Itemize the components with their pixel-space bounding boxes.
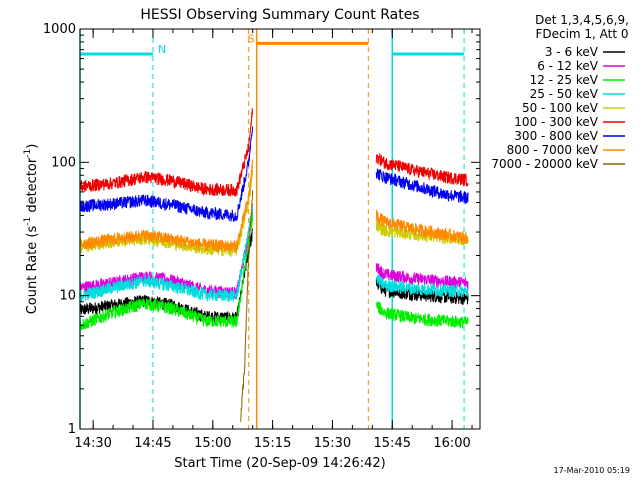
x-tick-label: 16:00 [433,436,470,451]
series-trace [79,205,253,303]
plot-frame [79,28,481,430]
x-axis: 14:30 14:45 15:00 15:15 15:30 15:45 16:00 [74,29,473,451]
series-trace [375,168,469,204]
series-trace [375,274,469,298]
y-axis: 1 10 100 1000 [43,22,480,437]
legend-entry-label: 7000 - 20000 keV [491,157,598,171]
series-trace [79,168,253,258]
series-trace [79,126,253,222]
series-trace [79,212,253,331]
y-axis-label-superscript: -1 [23,149,33,158]
legend-header-line: FDecim 1, Att 0 [535,27,628,41]
legend-header-line: Det 1,3,4,5,6,9, [535,13,629,27]
legend-entry-label: 300 - 800 keV [514,129,598,143]
series-trace [375,209,469,245]
series-trace [79,108,253,197]
y-axis-label-part: ) [25,144,40,149]
legend-entry-label: 3 - 6 keV [545,45,599,59]
x-tick-label: 15:45 [374,436,411,451]
legend-entry-label: 50 - 100 keV [522,101,599,115]
x-tick-label: 15:00 [194,436,231,451]
series-trace [375,153,469,187]
flag-label: N [158,43,166,56]
y-axis-label-superscript: -1 [23,217,33,226]
generation-timestamp: 17-Mar-2010 05:19 [554,466,631,475]
series-trace [376,301,469,329]
x-tick-label: 15:30 [314,436,351,451]
legend-entry-label: 100 - 300 keV [514,115,598,129]
y-axis-label-part: detector [25,157,40,217]
legend-entry-label: 6 - 12 keV [537,59,599,73]
x-tick-label: 14:45 [134,436,171,451]
x-tick-label: 14:30 [74,436,111,451]
x-tick-label: 15:15 [254,436,291,451]
y-axis-label-part: Count Rate (s [25,226,40,315]
y-axis-label: Count Rate (s-1 detector-1) [23,144,40,315]
flag-label: S [248,32,255,45]
y-tick-label: 1000 [43,22,76,37]
y-tick-label: 10 [59,289,76,304]
legend-entry-label: 800 - 7000 keV [507,143,599,157]
x-axis-label: Start Time (20-Sep-09 14:26:42) [174,456,385,471]
plot-area: NS [79,29,469,429]
legend-entry-label: 12 - 25 keV [530,73,599,87]
series-trace [375,262,469,290]
legend: Det 1,3,4,5,6,9, FDecim 1, Att 0 3 - 6 k… [491,13,629,171]
y-tick-label: 100 [51,155,76,170]
y-tick-label: 1 [68,422,76,437]
chart-title: HESSI Observing Summary Count Rates [140,7,419,23]
series-trace [240,190,254,422]
series-trace [79,159,253,253]
legend-entry-label: 25 - 50 keV [530,87,599,101]
